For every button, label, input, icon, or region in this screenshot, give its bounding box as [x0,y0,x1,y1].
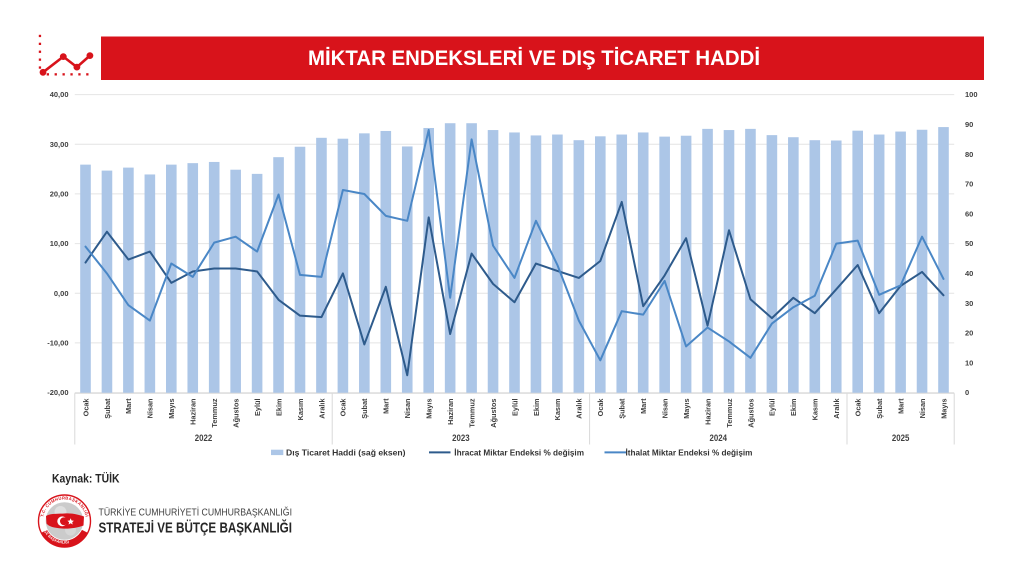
svg-text:0: 0 [965,388,969,397]
svg-text:-10,00: -10,00 [47,339,68,348]
svg-text:Ocak: Ocak [81,398,90,417]
svg-text:80: 80 [965,150,973,159]
svg-text:Kasım: Kasım [296,398,305,420]
svg-text:Ocak: Ocak [339,398,348,417]
svg-text:Kasım: Kasım [553,398,562,420]
svg-text:10,00: 10,00 [50,239,69,248]
svg-text:Şubat: Şubat [875,398,884,419]
svg-text:90: 90 [965,120,973,129]
svg-text:İhracat Miktar Endeksi % değiş: İhracat Miktar Endeksi % değişim [454,447,584,457]
svg-text:Nisan: Nisan [918,399,927,419]
svg-text:20,00: 20,00 [50,190,69,199]
svg-text:30,00: 30,00 [50,140,69,149]
svg-text:Şubat: Şubat [103,398,112,419]
svg-text:Kaynak: TÜİK: Kaynak: TÜİK [52,471,120,486]
svg-text:Eylül: Eylül [253,399,262,416]
svg-text:2023: 2023 [452,433,470,443]
svg-text:STRATEJİ VE BÜTÇE BAŞKANLIĞI: STRATEJİ VE BÜTÇE BAŞKANLIĞI [99,519,293,537]
svg-text:Ağustos: Ağustos [231,399,240,428]
svg-text:30: 30 [965,299,973,308]
svg-text:Ocak: Ocak [854,398,863,417]
svg-text:Şubat: Şubat [618,398,627,419]
svg-text:60: 60 [965,209,973,218]
svg-text:Mart: Mart [896,398,905,414]
svg-text:0,00: 0,00 [54,289,69,298]
svg-text:Ağustos: Ağustos [746,399,755,428]
svg-text:Ekim: Ekim [532,398,541,416]
svg-text:Dış Ticaret Haddi (sağ eksen): Dış Ticaret Haddi (sağ eksen) [286,448,406,457]
svg-text:Aralık: Aralık [575,398,584,419]
svg-text:Mart: Mart [382,398,391,414]
svg-text:STRATEJİ VE BÜTÇE BAŞKANLIĞI: STRATEJİ VE BÜTÇE BAŞKANLIĞI [0,0,69,545]
svg-text:Mayıs: Mayıs [425,399,434,419]
svg-text:Kasım: Kasım [811,398,820,420]
svg-text:2025: 2025 [892,433,910,443]
svg-text:50: 50 [965,239,973,248]
svg-text:Ekim: Ekim [274,398,283,416]
svg-text:Temmuz: Temmuz [467,398,476,427]
svg-text:Mart: Mart [639,398,648,414]
svg-text:Ekim: Ekim [789,398,798,416]
svg-text:Mart: Mart [124,398,133,414]
svg-text:100: 100 [965,90,978,99]
svg-text:Şubat: Şubat [360,398,369,419]
svg-text:Aralık: Aralık [317,398,326,419]
svg-text:TÜRKİYE CUMHURİYETİ CUMHURBAŞK: TÜRKİYE CUMHURİYETİ CUMHURBAŞKANLIĞI [99,506,293,519]
svg-text:Haziran: Haziran [446,399,455,425]
svg-text:Ağustos: Ağustos [489,399,498,428]
svg-text:Haziran: Haziran [189,399,198,425]
svg-text:İthalat Miktar Endeksi % değiş: İthalat Miktar Endeksi % değişim [626,447,753,457]
svg-text:Temmuz: Temmuz [725,398,734,427]
svg-text:20: 20 [965,329,973,338]
svg-text:70: 70 [965,180,973,189]
svg-text:Nisan: Nisan [146,399,155,419]
svg-text:10: 10 [965,358,973,367]
svg-text:Nisan: Nisan [403,399,412,419]
svg-text:2024: 2024 [710,433,728,443]
svg-text:Temmuz: Temmuz [210,398,219,427]
svg-text:2022: 2022 [195,433,213,443]
svg-text:-20,00: -20,00 [47,388,68,397]
svg-text:MİKTAR ENDEKSLERİ VE DIŞ TİCAR: MİKTAR ENDEKSLERİ VE DIŞ TİCARET HADDİ [308,46,760,70]
svg-text:Eylül: Eylül [768,399,777,416]
svg-text:40: 40 [965,269,973,278]
svg-text:Nisan: Nisan [660,399,669,419]
svg-text:Mayıs: Mayıs [682,399,691,419]
svg-text:Eylül: Eylül [510,399,519,416]
svg-text:Haziran: Haziran [703,399,712,425]
svg-text:Mayıs: Mayıs [939,399,948,419]
svg-text:Mayıs: Mayıs [167,399,176,419]
svg-text:Aralık: Aralık [832,398,841,419]
svg-text:40,00: 40,00 [50,90,69,99]
svg-text:Ocak: Ocak [596,398,605,417]
